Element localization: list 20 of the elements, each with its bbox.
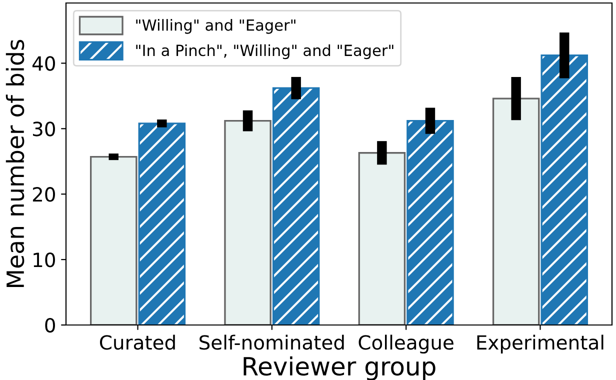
x-tick-label: Curated	[100, 334, 175, 350]
bar	[272, 87, 320, 325]
y-tick-label: 40	[32, 56, 55, 71]
x-tick-label: Self-nominated	[200, 334, 344, 350]
bar	[492, 98, 540, 325]
bar	[224, 120, 272, 325]
y-axis-title: Mean number of bids	[6, 40, 24, 287]
y-tick-label: 20	[32, 187, 55, 202]
bar	[540, 54, 588, 325]
legend-label: "Willing" and "Eager"	[136, 19, 296, 34]
y-tick-label: 0	[45, 318, 55, 333]
bar	[358, 152, 406, 325]
bar	[138, 122, 186, 325]
bar	[90, 156, 138, 325]
y-tick-label: 10	[34, 252, 55, 268]
bar	[406, 120, 454, 325]
x-tick-label: Colleague	[358, 334, 454, 354]
x-tick-label: Experimental	[477, 334, 604, 354]
y-tick-label: 30	[33, 122, 55, 136]
legend-label: "In a Pinch", "Willing" and "Eager"	[136, 44, 394, 60]
